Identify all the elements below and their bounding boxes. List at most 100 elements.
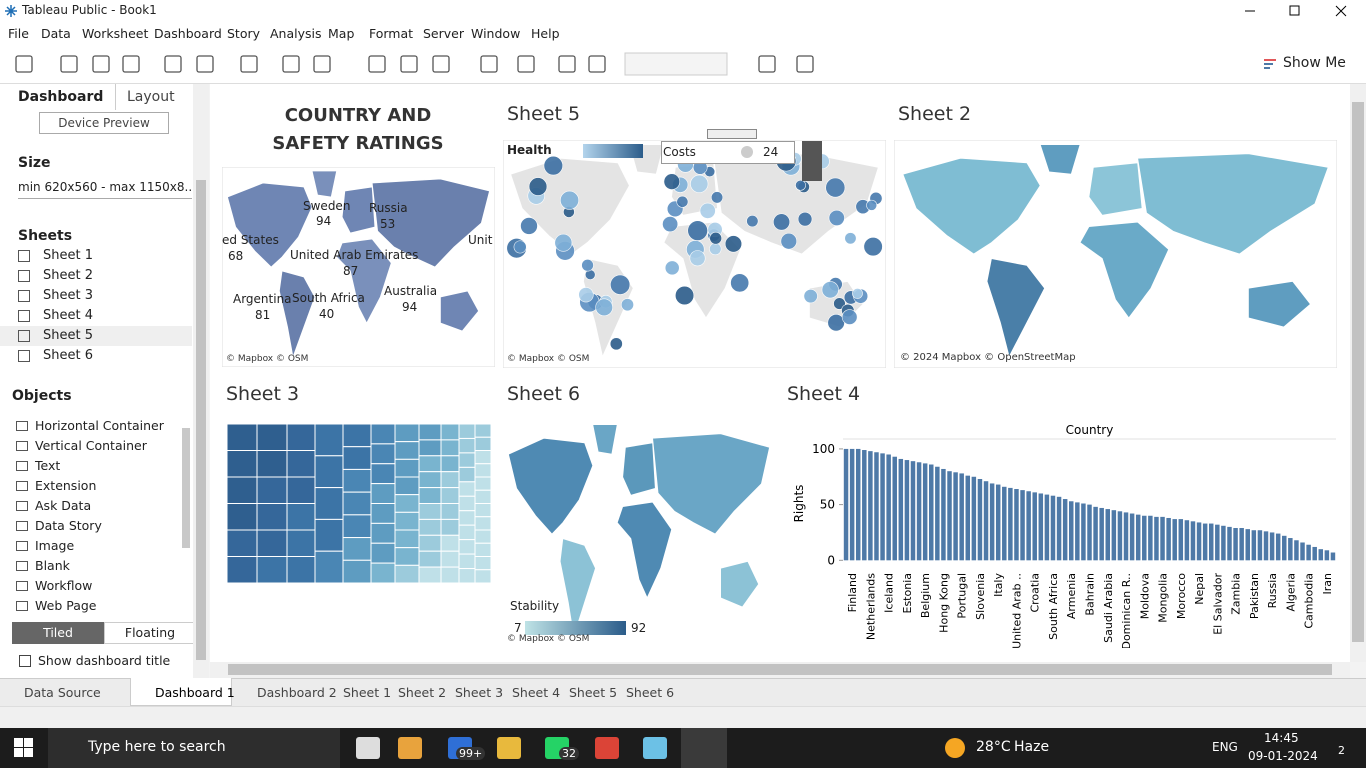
checkbox[interactable] (19, 655, 31, 667)
bar (989, 483, 995, 561)
sheet-name[interactable]: Sheet 3 (43, 288, 93, 303)
taskbar-app[interactable] (398, 737, 422, 759)
object-item[interactable]: Web Page (35, 598, 97, 613)
taskbar-app[interactable] (643, 737, 667, 759)
treemap-cell (227, 556, 258, 583)
object-item[interactable]: Horizontal Container (35, 418, 164, 433)
object-item[interactable]: Blank (35, 558, 70, 573)
sheet-tab[interactable]: Sheet 4 (512, 685, 561, 700)
treemap-cell (342, 559, 372, 583)
menu-item[interactable]: Format (369, 26, 414, 41)
menu-item[interactable]: Map (328, 26, 355, 41)
sheet-tab[interactable]: Sheet 3 (455, 685, 504, 700)
bar (1050, 495, 1056, 561)
menu-item[interactable]: File (8, 26, 29, 41)
map-bubble (730, 273, 750, 293)
notification-count[interactable]: 2 (1338, 744, 1345, 757)
sheet-tab[interactable]: Sheet 1 (343, 685, 392, 700)
treemap-cell (227, 529, 258, 557)
menu-item[interactable]: Story (227, 26, 261, 41)
object-item[interactable]: Workflow (35, 578, 93, 593)
bar (1129, 513, 1135, 561)
treemap-cell (474, 476, 491, 491)
land (663, 221, 741, 319)
start-pane (14, 738, 23, 747)
x-tick-label: Croatia (1029, 573, 1042, 613)
sheet-name[interactable]: Sheet 6 (43, 348, 93, 363)
legend-label: Stability (510, 599, 560, 613)
sheet-tab[interactable]: Sheet 6 (626, 685, 675, 700)
sheet-tab[interactable]: Sheet 5 (569, 685, 618, 700)
taskbar-app[interactable] (356, 737, 380, 759)
language[interactable]: ENG (1212, 740, 1238, 754)
object-item[interactable]: Extension (35, 478, 97, 493)
filter-value[interactable]: 24 (763, 145, 779, 159)
treemap-cell (458, 510, 476, 526)
toolbar-icon (432, 55, 450, 73)
toolbar-icon (517, 55, 535, 73)
object-item[interactable]: Text (35, 458, 61, 473)
show-me-button[interactable]: Show Me (1283, 55, 1346, 71)
treemap-cell (342, 424, 372, 448)
sheet-name[interactable]: Sheet 5 (43, 328, 93, 343)
land (371, 178, 491, 268)
menu-item[interactable]: Help (531, 26, 560, 41)
land (311, 170, 338, 198)
map-label: Unit (468, 233, 493, 247)
menu-item[interactable]: Data (41, 26, 71, 41)
treemap-cell (474, 503, 491, 518)
treemap-cell (394, 564, 420, 583)
sheet-name[interactable]: Sheet 2 (43, 268, 93, 283)
treemap-cell (394, 476, 420, 496)
x-tick-label: Nepal (1193, 573, 1206, 605)
taskbar-app[interactable] (497, 737, 521, 759)
y-tick-label: 50 (820, 498, 835, 512)
menu-item[interactable]: Worksheet (82, 26, 149, 41)
filter-close (802, 141, 822, 181)
bar (916, 462, 922, 561)
treemap-cell (394, 458, 420, 478)
menu-item[interactable]: Server (423, 26, 464, 41)
treemap-cell (418, 534, 442, 552)
sheet-tab[interactable]: Dashboard 2 (257, 685, 337, 700)
checkbox-label[interactable]: Show dashboard title (38, 653, 171, 668)
search-text[interactable]: Type here to search (88, 739, 226, 755)
sheet-name[interactable]: Sheet 4 (43, 308, 93, 323)
size-dropdown[interactable]: min 620x560 - max 1150x8... (18, 180, 196, 199)
panel-tab[interactable]: Dashboard (18, 89, 104, 105)
bar (1202, 523, 1208, 561)
treemap-cell (342, 491, 372, 516)
layout-mode[interactable]: Tiled (12, 622, 104, 644)
device-preview-button[interactable]: Device Preview (39, 112, 169, 134)
x-tick-label: Netherlands (864, 573, 877, 640)
land (559, 538, 596, 637)
object-item[interactable]: Ask Data (35, 498, 92, 513)
clock-date[interactable]: 09-01-2024 (1248, 749, 1318, 763)
panel-tab[interactable]: Layout (127, 89, 175, 105)
layout-mode[interactable]: Floating (104, 622, 196, 644)
sheet-tab[interactable]: Dashboard 1 (155, 685, 235, 700)
treemap-cell (418, 471, 442, 489)
sheet-tab[interactable]: Data Source (24, 685, 101, 700)
treemap-cell (440, 534, 460, 552)
sheet-name[interactable]: Sheet 1 (43, 248, 93, 263)
v-scroll-thumb (1352, 102, 1364, 642)
object-item[interactable]: Data Story (35, 518, 102, 533)
panel-scroll-thumb (196, 180, 206, 660)
object-item[interactable]: Vertical Container (35, 438, 147, 453)
treemap-cell (314, 487, 344, 520)
map-label: Sweden (303, 199, 351, 213)
drag-handle (707, 129, 757, 139)
bar (1263, 531, 1269, 561)
close (1335, 5, 1347, 17)
menu-item[interactable]: Dashboard (154, 26, 222, 41)
land (341, 186, 376, 234)
clock-time[interactable]: 14:45 (1264, 731, 1299, 745)
object-item[interactable]: Image (35, 538, 75, 553)
object-icon (16, 561, 28, 571)
bar (1142, 515, 1147, 561)
menu-item[interactable]: Window (471, 26, 521, 41)
sheet-tab[interactable]: Sheet 2 (398, 685, 447, 700)
taskbar-app[interactable] (595, 737, 619, 759)
menu-item[interactable]: Analysis (270, 26, 322, 41)
